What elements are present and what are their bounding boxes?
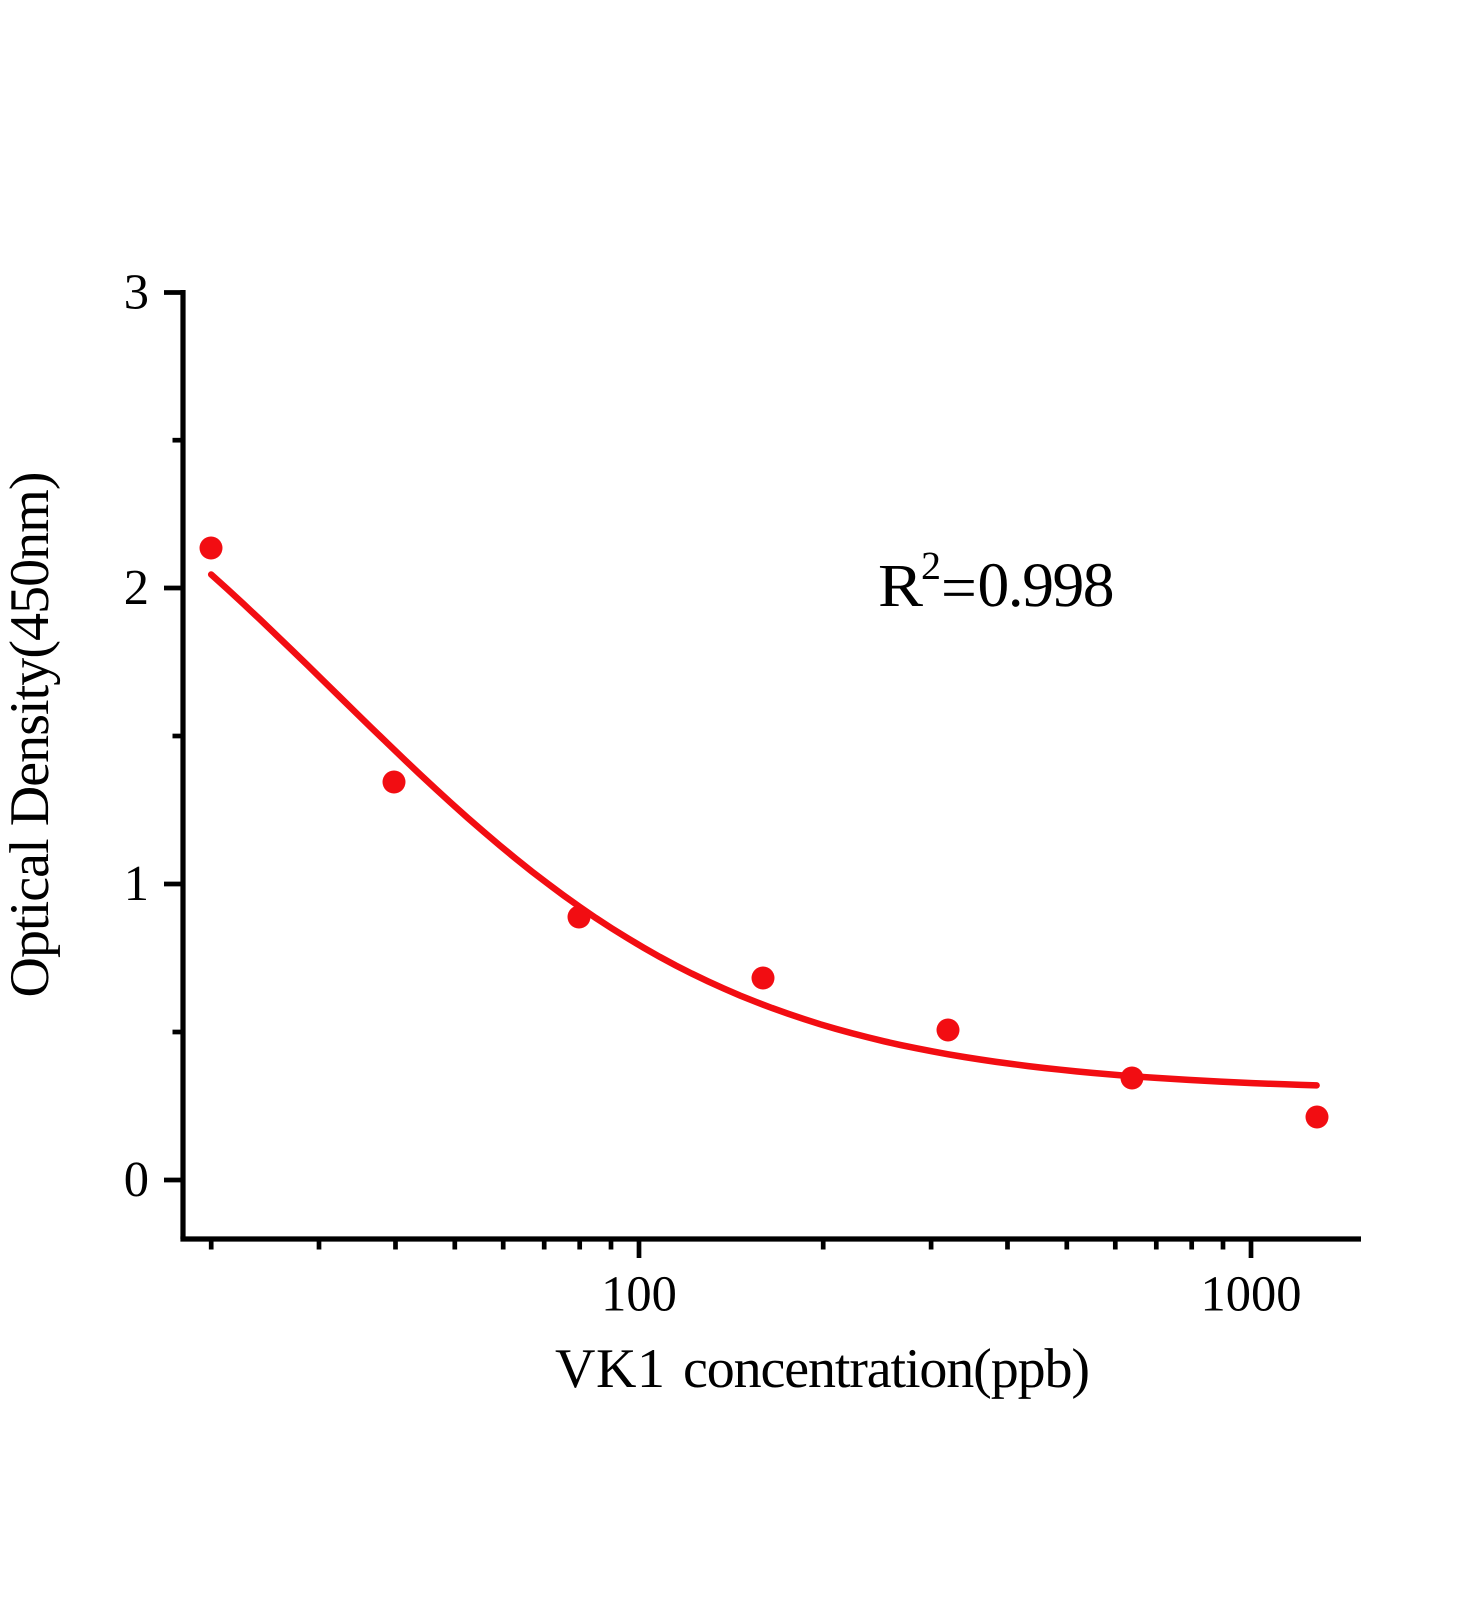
svg-text:3: 3 — [124, 264, 149, 320]
svg-text:R: R — [878, 553, 923, 620]
svg-text:2: 2 — [124, 559, 149, 615]
svg-text:0: 0 — [124, 1151, 149, 1207]
svg-text:100: 100 — [601, 1266, 677, 1322]
svg-text:0.998: 0.998 — [978, 549, 1115, 620]
svg-text:VK1: VK1 — [555, 1338, 665, 1400]
svg-text:2: 2 — [921, 543, 941, 588]
svg-text:Optical Density(450nm): Optical Density(450nm) — [0, 472, 61, 998]
svg-text:=: = — [941, 552, 977, 623]
svg-text:1000: 1000 — [1201, 1266, 1302, 1322]
svg-text:concentration(ppb): concentration(ppb) — [683, 1338, 1090, 1400]
svg-text:1: 1 — [124, 855, 149, 911]
